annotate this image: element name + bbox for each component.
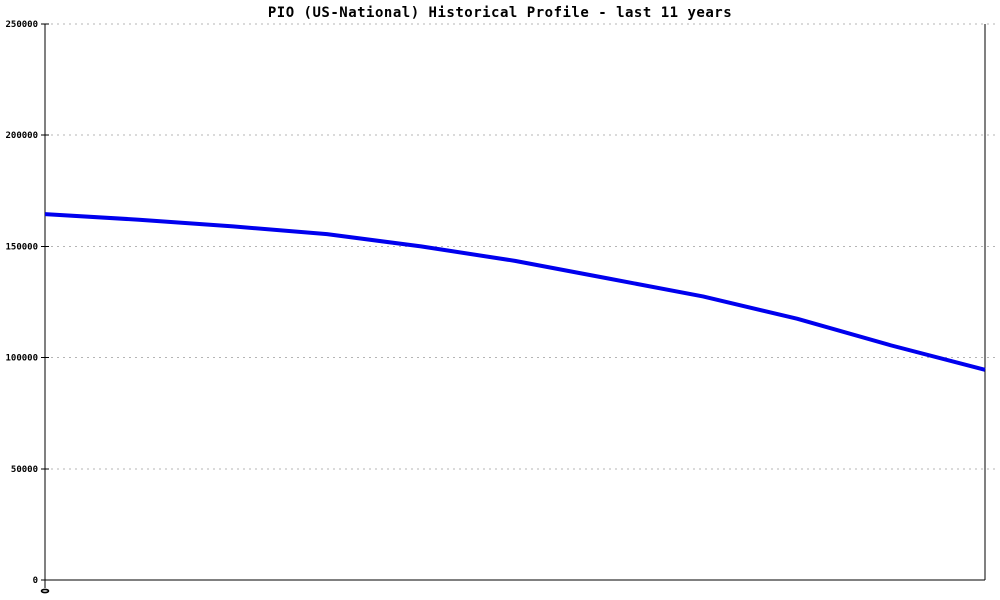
cropped-x-tick-label-fragment (40, 588, 50, 594)
y-tick-label: 0 (33, 576, 38, 586)
y-tick-label: 100000 (5, 354, 38, 364)
y-tick-label: 150000 (5, 242, 38, 252)
data-line-pio (44, 212, 986, 372)
chart-title: PIO (US-National) Historical Profile - l… (267, 5, 733, 21)
y-tick-label: 200000 (5, 131, 38, 141)
y-tick-label: 250000 (5, 20, 38, 30)
y-tick-label: 50000 (11, 465, 38, 475)
